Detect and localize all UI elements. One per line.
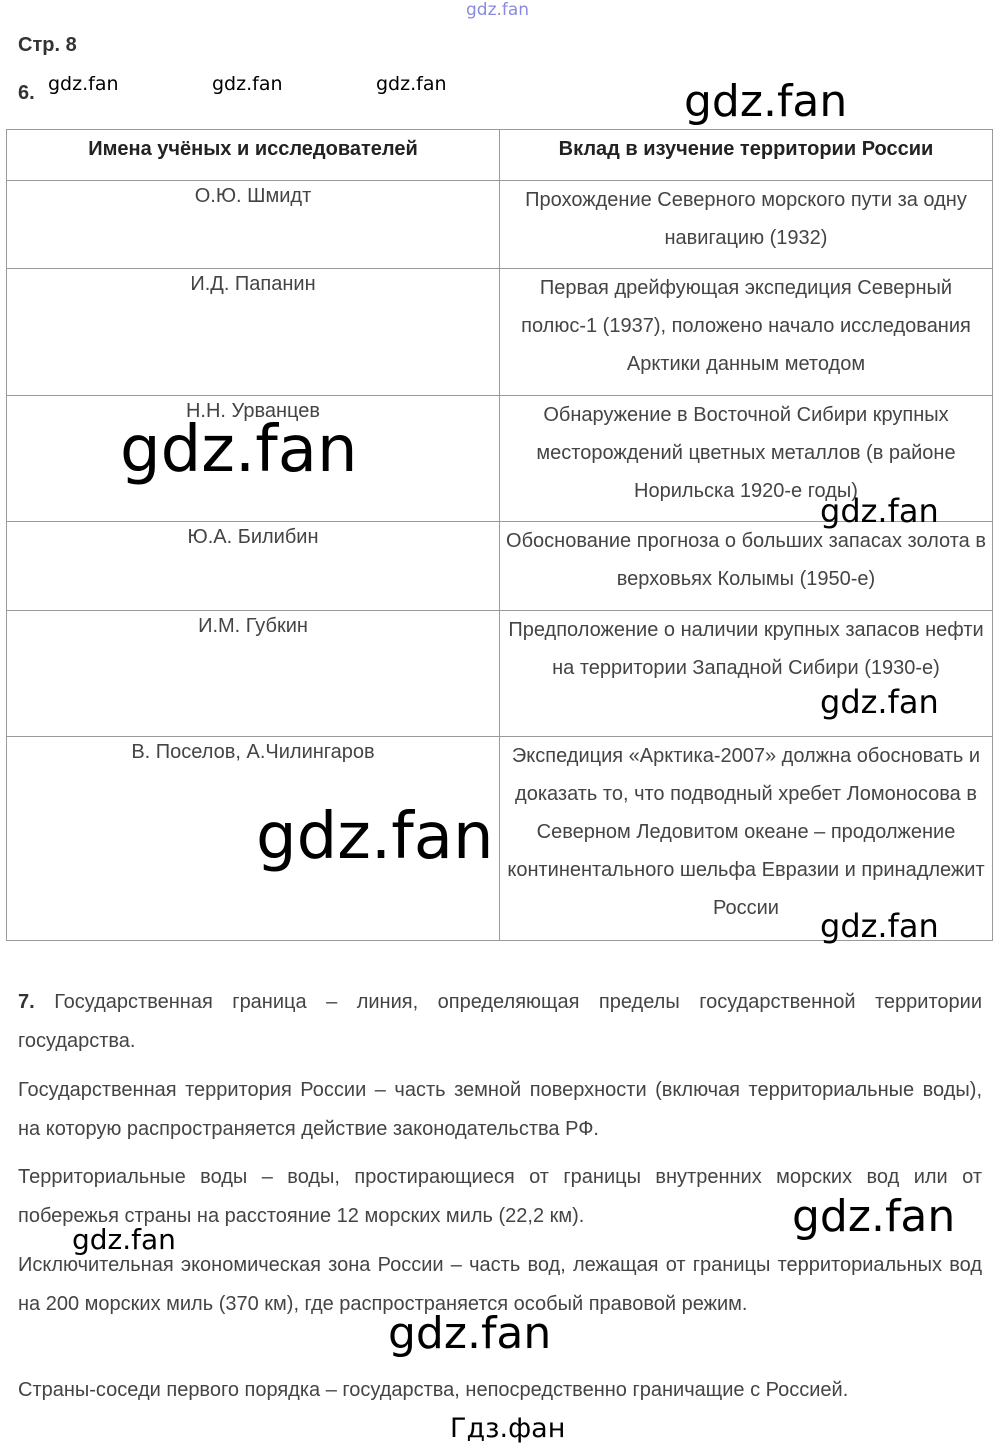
scientist-name: Ю.А. Билибин — [6, 521, 500, 611]
task7-paragraph: 7. Государственная граница – линия, опре… — [18, 983, 982, 1060]
watermark: gdz.fan — [72, 1223, 176, 1256]
table-row: Ю.А. Билибин Обоснование прогноза о больш… — [6, 521, 993, 611]
task6-number: 6. — [18, 82, 35, 104]
watermark: gdz.fan — [48, 73, 119, 95]
watermark: gdz.fan — [820, 907, 939, 945]
contribution: Обнаружение в Восточной Сибири крупных м… — [499, 395, 993, 522]
watermark: gdz.fan — [212, 73, 283, 95]
contribution: Предположение о наличии крупных запасов … — [499, 610, 993, 737]
contribution: Экспедиция «Арктика-2007» должна обоснов… — [499, 736, 993, 941]
table-row: И.М. Губкин Предположение о наличии крупн… — [6, 610, 993, 737]
task7-paragraph: Государственная территория России – част… — [18, 1079, 982, 1140]
contribution: Прохождение Северного морского пути за о… — [499, 180, 993, 269]
watermark: gdz.fan — [466, 0, 530, 20]
task7-paragraph: Территориальные воды – воды, простирающи… — [18, 1166, 982, 1227]
contribution: Обоснование прогноза о больших запасах з… — [499, 521, 993, 611]
bottom-watermark: Гдз.фан — [450, 1413, 566, 1444]
table-row: О.Ю. Шмидт Прохождение Северного морского… — [6, 180, 993, 269]
paragraph-text: Государственная граница – линия, определ… — [18, 991, 982, 1052]
scientists-table: Имена учёных и исследователей Вклад в из… — [6, 129, 993, 941]
watermark: gdz.fan — [820, 683, 939, 721]
table-row: Н.Н. Урванцев Обнаружение в Восточной Сиб… — [6, 395, 993, 522]
watermark: gdz.fan — [376, 73, 447, 95]
table-header-row: Имена учёных и исследователей Вклад в из… — [6, 129, 993, 181]
scientist-name: И.Д. Папанин — [6, 268, 500, 396]
watermark: gdz.fan — [684, 76, 848, 127]
scientist-name: В. Поселов, А.Чилингаров — [6, 736, 500, 941]
contribution: Первая дрейфующая экспедиция Северный по… — [499, 268, 993, 396]
scientist-name: Н.Н. Урванцев — [6, 395, 500, 522]
watermark: gdz.fan — [388, 1308, 552, 1359]
task7-paragraph: Исключительная экономическая зона России… — [18, 1254, 982, 1315]
table-row: И.Д. Папанин Первая дрейфующая экспедиция… — [6, 268, 993, 396]
table-row: В. Поселов, А.Чилингаров Экспедиция «Аркт… — [6, 736, 993, 941]
watermark: gdz.fan — [792, 1191, 956, 1242]
watermark: gdz.fan — [120, 413, 358, 487]
scientist-name: И.М. Губкин — [6, 610, 500, 737]
page-label: Стр. 8 — [18, 34, 77, 56]
scientist-name: О.Ю. Шмидт — [6, 180, 500, 269]
watermark: gdz.fan — [256, 800, 494, 874]
watermark: gdz.fan — [820, 492, 939, 530]
column-header: Вклад в изучение территории России — [499, 129, 993, 181]
column-header: Имена учёных и исследователей — [6, 129, 500, 181]
task7-paragraph: Страны-соседи первого порядка – государс… — [18, 1379, 849, 1401]
task7-number: 7. — [18, 991, 35, 1013]
